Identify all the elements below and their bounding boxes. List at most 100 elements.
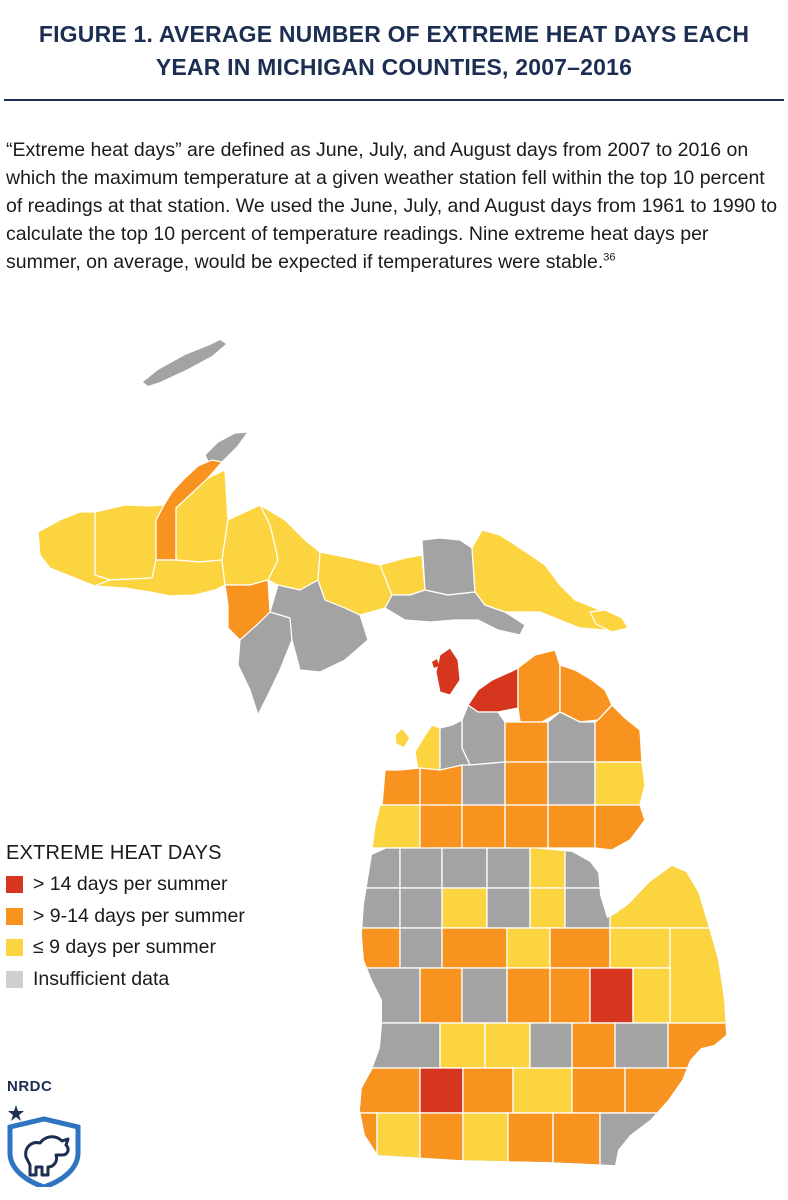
county-allegan: [360, 1022, 441, 1069]
county-hillsdale: [507, 1112, 554, 1165]
county-benzie-top: [394, 727, 411, 749]
county-tuscola: [609, 927, 671, 969]
county-kalamazoo: [419, 1067, 464, 1114]
description-text: “Extreme heat days” are defined as June,…: [6, 139, 778, 273]
legend-item-mid: > 9-14 days per summer: [6, 901, 245, 933]
county-benzie: [381, 767, 421, 806]
lower-peninsula-south: [360, 847, 726, 1165]
isle-royale: [143, 340, 226, 386]
county-lapeer: [632, 967, 671, 1024]
county-st-joseph: [419, 1112, 464, 1165]
county-missaukee: [419, 804, 463, 849]
nrdc-logo-text: NRDC: [7, 1078, 53, 1095]
lower-peninsula-north: [371, 649, 646, 851]
county-ingham: [529, 1022, 573, 1069]
county-clinton: [506, 967, 551, 1024]
county-arenac: [594, 804, 646, 851]
county-drummond-island: [589, 609, 629, 633]
legend-swatch-low: [6, 939, 23, 957]
legend-label-high: > 14 days per summer: [33, 873, 228, 896]
legend-swatch-mid: [6, 907, 23, 925]
county-montcalm-west: [399, 927, 443, 969]
county-mecosta: [441, 887, 488, 929]
county-oakland: [614, 1022, 669, 1069]
county-kent: [419, 967, 463, 1024]
county-delta: [269, 579, 369, 673]
county-livingston: [571, 1022, 616, 1069]
legend-item-high: > 14 days per summer: [6, 869, 245, 901]
county-charlevoix: [461, 704, 506, 766]
legend-label-mid: > 9-14 days per summer: [33, 904, 245, 927]
figure-title-line-1: FIGURE 1. AVERAGE NUMBER OF EXTREME HEAT…: [38, 21, 750, 47]
nrdc-logo: NRDC: [4, 1078, 84, 1192]
county-calhoun: [462, 1067, 514, 1114]
county-roscommon: [461, 804, 506, 849]
county-ottawa: [360, 967, 421, 1024]
county-mackinac: [384, 589, 526, 636]
county-emmet: [467, 667, 519, 713]
county-newaygo: [399, 887, 443, 929]
county-iron: [94, 559, 226, 597]
county-branch: [462, 1112, 509, 1165]
county-charlevoix-island: [435, 647, 461, 696]
legend-swatch-nodata: [6, 970, 23, 988]
county-genesee: [589, 967, 634, 1024]
county-macomb: [667, 1022, 726, 1069]
county-manistee: [371, 804, 421, 849]
county-wexford: [419, 764, 463, 806]
county-isabella: [486, 887, 531, 929]
legend-label-nodata: Insufficient data: [33, 967, 170, 990]
county-alcona: [594, 761, 646, 806]
beaver-island: [432, 647, 461, 696]
county-muskegon: [360, 927, 401, 969]
bear-shield-icon: [7, 1105, 81, 1190]
title-divider: [4, 99, 784, 101]
county-oceana: [360, 887, 401, 929]
county-osceola: [441, 847, 488, 889]
county-otsego: [504, 721, 549, 763]
legend-swatch-high: [6, 876, 23, 894]
county-sanilac: [669, 927, 726, 1024]
county-shiawassee: [549, 967, 591, 1024]
county-iosco: [547, 804, 596, 849]
county-eaton: [484, 1022, 531, 1069]
county-gratiot: [506, 927, 551, 969]
county-wayne: [624, 1067, 726, 1114]
county-mason: [360, 847, 401, 889]
county-lenawee: [552, 1112, 601, 1165]
figure-description: “Extreme heat days” are defined as June,…: [6, 136, 782, 276]
county-island-small: [432, 659, 439, 668]
county-lake: [399, 847, 443, 889]
county-ionia: [461, 967, 508, 1024]
county-antrim: [461, 761, 506, 806]
county-berrien: [360, 1112, 378, 1165]
saginaw-bay-water: [598, 850, 630, 918]
county-gladwin: [529, 847, 566, 889]
county-cass: [376, 1112, 421, 1165]
county-ogemaw: [504, 804, 549, 849]
county-crawford: [547, 761, 596, 806]
county-midland: [529, 887, 566, 929]
county-isle-royale: [143, 340, 226, 386]
county-van-buren: [360, 1067, 421, 1114]
county-jackson: [512, 1067, 573, 1114]
legend-title: EXTREME HEAT DAYS: [6, 842, 222, 864]
county-washtenaw: [571, 1067, 626, 1114]
figure-title: FIGURE 1. AVERAGE NUMBER OF EXTREME HEAT…: [0, 18, 788, 84]
figure-title-line-2: YEAR IN MICHIGAN COUNTIES, 2007–2016: [155, 54, 633, 80]
county-chippewa-west: [421, 537, 476, 596]
legend-item-low: ≤ 9 days per summer: [6, 932, 245, 964]
upper-peninsula: [37, 431, 629, 716]
footnote-marker: 36: [603, 251, 616, 264]
county-saginaw: [549, 927, 611, 969]
map-legend: EXTREME HEAT DAYS > 14 days per summer >…: [6, 842, 245, 995]
legend-item-nodata: Insufficient data: [6, 964, 245, 996]
county-barry: [439, 1022, 486, 1069]
county-clare: [486, 847, 531, 889]
county-montcalm: [441, 927, 508, 969]
county-kalkaska: [504, 761, 549, 806]
county-monroe: [599, 1112, 726, 1165]
county-cheboygan: [517, 649, 561, 723]
legend-label-low: ≤ 9 days per summer: [33, 936, 217, 959]
